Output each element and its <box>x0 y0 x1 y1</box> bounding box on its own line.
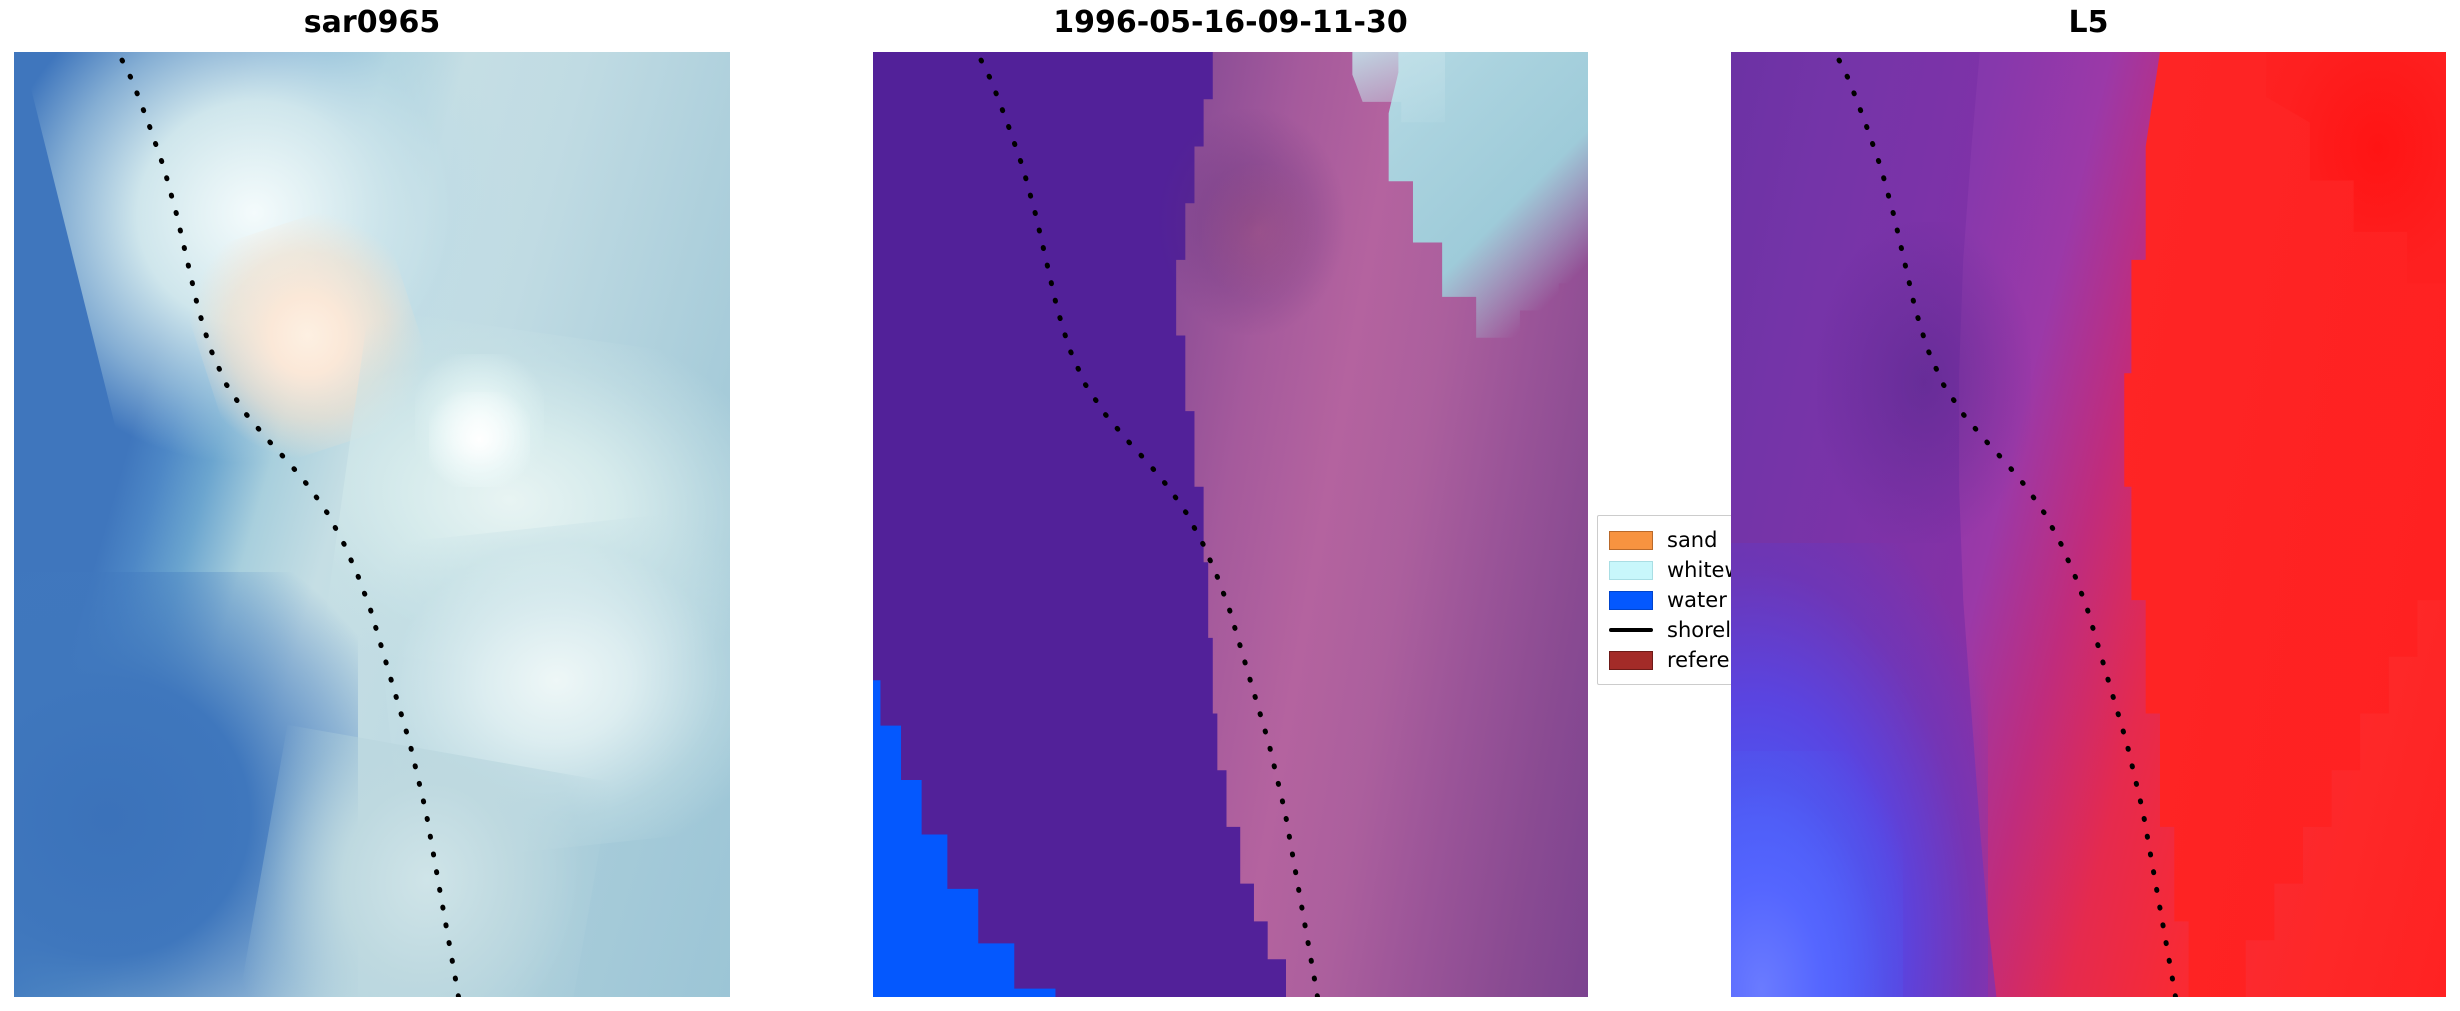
legend-label-water: water <box>1667 587 1727 612</box>
legend-item-water: water <box>1609 585 1781 615</box>
image-panel-index[interactable] <box>1731 52 2446 997</box>
index-bright-blue-patch <box>1731 751 1903 997</box>
sar-bright-spot-inner <box>429 392 530 487</box>
image-panel-classified[interactable] <box>873 52 1588 997</box>
legend-swatch-whitewater-icon <box>1609 560 1653 580</box>
legend-item-sand: sand <box>1609 525 1781 555</box>
class-highlight-patch <box>1201 165 1317 298</box>
image-panel-sar[interactable] <box>14 52 730 997</box>
panel-title-timestamp: 1996-05-16-09-11-30 <box>1053 5 1408 40</box>
index-shadow-patch <box>1816 222 2032 544</box>
legend-swatch-reference-icon <box>1609 650 1653 670</box>
panel-title-satellite: L5 <box>2068 5 2109 40</box>
panel-title-sar: sar0965 <box>303 5 441 40</box>
legend-swatch-sand-icon <box>1609 530 1653 550</box>
legend-swatch-water-icon <box>1609 590 1653 610</box>
legend-label-sand: sand <box>1667 527 1718 552</box>
